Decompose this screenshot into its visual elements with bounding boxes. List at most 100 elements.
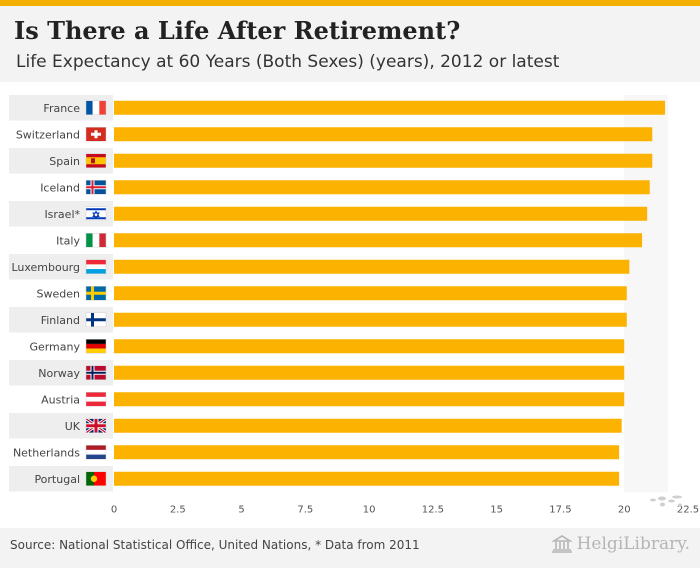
flag-luxembourg-icon <box>85 259 107 274</box>
flag-border <box>85 180 107 195</box>
bar <box>114 312 627 327</box>
flag-border <box>85 365 107 380</box>
flag-iceland-icon <box>85 180 107 195</box>
x-tick-label: 22.5 <box>677 505 699 516</box>
flag-border <box>85 445 107 460</box>
chart-footer: Source: National Statistical Office, Uni… <box>0 528 700 568</box>
flag-part <box>86 371 106 374</box>
flag-austria-icon <box>85 392 107 407</box>
flag-norway-icon <box>85 365 107 380</box>
chart-title: Is There a Life After Retirement? <box>14 16 461 45</box>
map-shape <box>668 499 675 503</box>
flag-border <box>85 286 107 301</box>
chart-subtitle: Life Expectancy at 60 Years (Both Sexes)… <box>16 52 560 72</box>
accent-bar <box>0 0 700 6</box>
category-label: Portugal <box>34 473 80 486</box>
flag-border <box>85 100 107 115</box>
x-tick-label: 12.5 <box>422 505 444 516</box>
flag-netherlands-icon <box>85 445 107 460</box>
flag-border <box>85 392 107 407</box>
category-label: Netherlands <box>13 446 80 459</box>
flag-part <box>86 157 106 165</box>
flag-border <box>85 127 107 142</box>
x-tick-label: 20 <box>618 505 631 516</box>
flag-part <box>91 158 95 164</box>
bar <box>114 339 625 354</box>
bar <box>114 471 620 486</box>
map-shape <box>660 502 665 507</box>
flag-germany-icon <box>85 339 107 354</box>
flag-part <box>86 264 106 270</box>
category-label: UK <box>65 420 81 433</box>
flag-border <box>85 471 107 486</box>
category-label: Iceland <box>40 181 80 194</box>
flag-part <box>99 233 106 248</box>
bar <box>114 392 625 407</box>
flag-part <box>86 186 106 189</box>
flag-uk-icon <box>85 417 107 434</box>
category-label: Spain <box>49 155 80 168</box>
flag-part <box>91 132 101 136</box>
brand-logo: HelgiLibrary. <box>550 534 690 554</box>
flag-part <box>86 269 106 274</box>
flag-border <box>85 339 107 354</box>
x-tick-label: 10 <box>363 505 376 516</box>
flag-border <box>85 418 107 433</box>
flag-part <box>92 210 100 220</box>
bar <box>114 127 653 142</box>
flag-part <box>92 100 100 115</box>
flag-part <box>86 424 106 428</box>
flag-part <box>86 401 106 407</box>
bar <box>114 286 627 301</box>
flag-border <box>85 206 107 221</box>
map-shape <box>678 503 682 507</box>
flag-part <box>86 445 106 450</box>
map-shape <box>650 498 656 502</box>
flag-switzerland-icon <box>85 127 107 142</box>
flag-israel-icon <box>85 206 107 221</box>
bar <box>114 206 648 221</box>
flag-part <box>86 348 106 354</box>
library-icon <box>550 535 573 553</box>
category-label: Norway <box>38 367 80 380</box>
map-shape <box>658 496 666 501</box>
flag-part <box>86 343 106 349</box>
flag-part <box>86 100 93 115</box>
bar <box>114 259 630 274</box>
flag-part <box>86 396 106 402</box>
flag-border <box>85 312 107 327</box>
bar-chart-svg: France Switzerland Spain Iceland Israel* Ital… <box>9 95 699 516</box>
flag-part <box>86 291 106 295</box>
flag-part <box>86 449 106 455</box>
category-label: Germany <box>29 340 80 353</box>
category-label: France <box>43 102 80 115</box>
x-tick-label: 0 <box>111 505 117 516</box>
flag-spain-icon <box>85 153 107 168</box>
world-map-icon <box>650 495 682 507</box>
bar <box>114 180 650 195</box>
bar <box>114 233 643 248</box>
bar-chart: France Switzerland Spain Iceland Israel* Ital… <box>0 90 700 520</box>
chart-header: Is There a Life After Retirement? Life E… <box>0 6 700 82</box>
bar <box>114 153 653 168</box>
bar <box>114 418 622 433</box>
flag-border <box>85 233 107 248</box>
flag-part <box>99 100 106 115</box>
flag-finland-icon <box>85 312 107 327</box>
bar <box>114 445 620 460</box>
source-note: Source: National Statistical Office, Uni… <box>10 538 420 552</box>
category-label: Austria <box>41 393 80 406</box>
category-label: Finland <box>41 314 80 327</box>
x-tick-label: 7.5 <box>297 505 313 516</box>
flag-part <box>86 259 106 265</box>
brand-name: HelgiLibrary. <box>576 534 690 554</box>
map-shape <box>672 495 682 499</box>
flag-part <box>86 471 94 486</box>
flag-portugal-icon <box>85 471 107 486</box>
category-label: Sweden <box>37 287 80 300</box>
flag-border <box>85 153 107 168</box>
flag-part <box>86 339 106 344</box>
flag-italy-icon <box>85 233 107 248</box>
bar <box>114 365 625 380</box>
flag-part <box>86 454 106 460</box>
